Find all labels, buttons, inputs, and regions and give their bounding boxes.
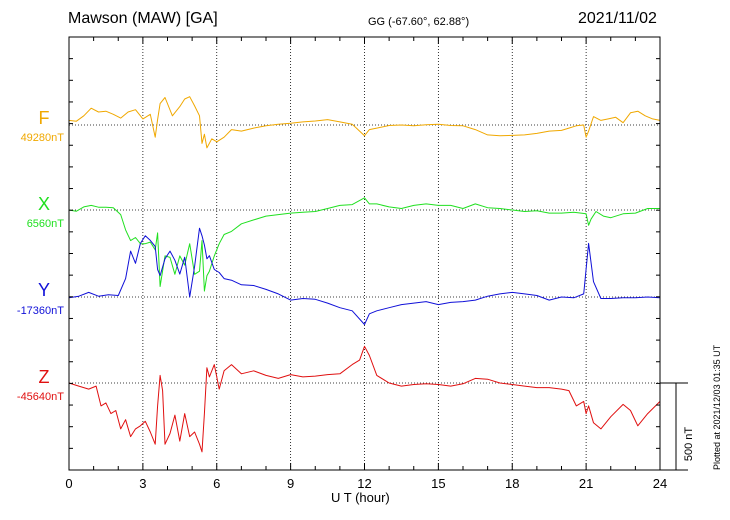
- series-lines: [68, 96, 661, 453]
- x-tick-label: 3: [139, 476, 146, 491]
- series-line-z: [68, 345, 661, 453]
- series-name-x: X: [38, 194, 50, 214]
- series-line-f: [68, 96, 661, 149]
- station-coordinates: GG (-67.60°, 62.88°): [368, 16, 470, 28]
- series-baseline-y: -17360nT: [17, 305, 64, 317]
- series-name-f: F: [39, 108, 50, 128]
- axes: 0 3 6 9 12 15 18 21 24 500 nT: [65, 36, 695, 491]
- series-labels: F 49280nT X 6560nT Y -17360nT Z -45640nT: [17, 108, 64, 403]
- series-line-x: [68, 197, 660, 292]
- chart-title: Mawson (MAW) [GA]: [68, 10, 218, 27]
- series-line-y: [68, 227, 661, 325]
- chart-date: 2021/11/02: [578, 10, 657, 27]
- x-axis-label: U T (hour): [331, 490, 390, 505]
- x-tick-label: 0: [65, 476, 72, 491]
- x-tick-label: 6: [213, 476, 220, 491]
- scale-bar-label: 500 nT: [683, 427, 695, 462]
- series-name-y: Y: [38, 280, 50, 300]
- series-baseline-f: 49280nT: [21, 132, 65, 144]
- x-tick-label: 24: [653, 476, 667, 491]
- series-baseline-x: 6560nT: [27, 218, 65, 230]
- series-name-z: Z: [39, 367, 50, 387]
- x-tick-label: 9: [287, 476, 294, 491]
- series-baseline-z: -45640nT: [17, 391, 64, 403]
- x-tick-label: 18: [505, 476, 519, 491]
- x-tick-label: 15: [431, 476, 445, 491]
- x-tick-label: 21: [579, 476, 593, 491]
- x-tick-label: 12: [357, 476, 371, 491]
